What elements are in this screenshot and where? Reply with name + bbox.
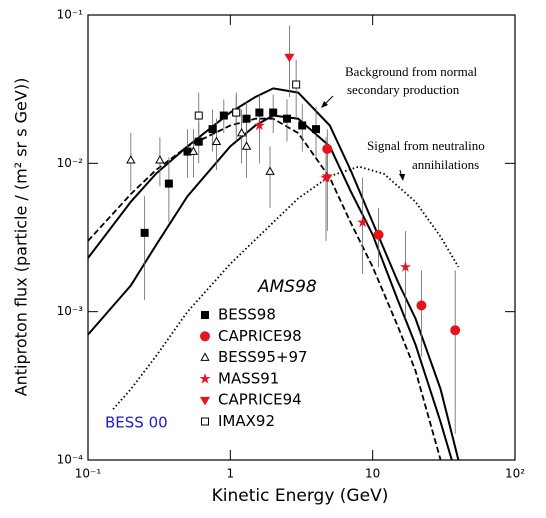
annotation: secondary production [347, 82, 460, 97]
curve [87, 87, 460, 461]
annotation: Signal from neutralino [367, 138, 485, 153]
curve [87, 114, 453, 461]
legend-label: MASS91 [218, 369, 279, 387]
legend-marker [200, 352, 210, 361]
point [298, 121, 307, 130]
point [356, 216, 369, 228]
point [269, 108, 278, 117]
point [242, 114, 251, 123]
point [188, 146, 199, 155]
x-tick-label: 10⁻¹ [75, 467, 102, 481]
legend-marker [199, 396, 211, 406]
point [282, 114, 291, 123]
legend-label: IMAX92 [218, 412, 275, 430]
point [194, 137, 203, 146]
x-tick-label: 1 [227, 467, 235, 481]
legend-marker [201, 311, 209, 319]
point [284, 53, 295, 63]
point [253, 119, 265, 131]
point [265, 166, 275, 175]
legend-marker [199, 373, 211, 384]
annotation: BESS 00 [105, 414, 168, 432]
point [140, 228, 149, 237]
y-tick-label: 10⁻⁴ [57, 453, 84, 467]
arrowhead [399, 174, 405, 181]
point [126, 154, 136, 164]
point [241, 141, 252, 150]
x-tick-label: 10 [365, 467, 380, 481]
y-axis-label: Antiproton flux (particle / (m² sr s GeV… [12, 78, 31, 397]
point [292, 80, 301, 89]
legend-label: CAPRICE94 [218, 391, 302, 409]
point [373, 229, 384, 240]
legend-marker [201, 417, 209, 426]
point [211, 136, 222, 145]
point [164, 179, 173, 188]
point [399, 261, 412, 272]
point [236, 127, 247, 137]
annotation: Background from normal [345, 64, 478, 79]
plot-frame [87, 14, 516, 461]
curve [87, 117, 442, 461]
point [194, 111, 203, 120]
legend-label: BESS95+97 [218, 348, 308, 366]
point [322, 143, 333, 154]
y-tick-label: 10⁻³ [57, 304, 84, 318]
annotation: annihilations [412, 157, 479, 172]
point [155, 154, 165, 164]
arrowhead [321, 101, 328, 108]
legend-marker [200, 331, 210, 342]
point [208, 125, 217, 134]
point [450, 325, 461, 336]
point [232, 108, 241, 117]
legend-label: BESS98 [218, 306, 276, 324]
point [416, 300, 427, 311]
point [255, 108, 264, 117]
point [312, 125, 321, 134]
x-tick-label: 10² [505, 467, 525, 481]
point [322, 174, 333, 183]
point [219, 111, 228, 120]
x-axis-label: Kinetic Energy (GeV) [212, 486, 389, 506]
y-tick-label: 10⁻² [57, 156, 84, 170]
legend-title: AMS98 [257, 277, 317, 297]
legend-label: CAPRICE98 [218, 327, 302, 345]
y-tick-label: 10⁻¹ [57, 8, 84, 22]
curve [112, 165, 460, 410]
